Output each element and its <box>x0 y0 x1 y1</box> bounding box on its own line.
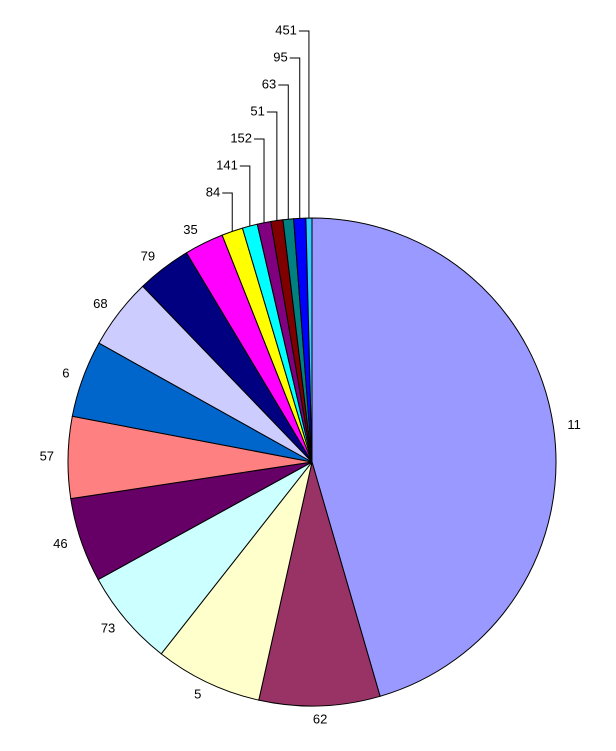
slice-label: 95 <box>273 49 287 64</box>
slice-label: 73 <box>101 620 115 635</box>
pie-slice <box>160 461 313 701</box>
leader-line <box>254 138 265 223</box>
slice-label: 5 <box>194 687 201 702</box>
pie-slice <box>258 461 381 707</box>
leader-line <box>289 57 301 219</box>
leader-line <box>222 192 233 232</box>
slice-label: 152 <box>230 130 252 145</box>
slice-label: 46 <box>53 536 67 551</box>
slice-label: 84 <box>206 184 220 199</box>
slice-label: 35 <box>183 222 197 237</box>
slice-label: 141 <box>216 157 238 172</box>
leader-line <box>266 111 278 221</box>
slice-label: 68 <box>93 296 107 311</box>
pie-slice <box>311 217 557 697</box>
slice-label: 63 <box>262 76 276 91</box>
leader-line <box>278 84 289 220</box>
slice-label: 57 <box>40 449 54 464</box>
leader-line <box>239 165 251 227</box>
slice-label: 79 <box>141 249 155 264</box>
slice-label: 51 <box>250 103 264 118</box>
leader-line <box>298 30 310 219</box>
slice-label: 6 <box>62 365 69 380</box>
slice-label: 62 <box>313 711 327 726</box>
slice-label: 451 <box>275 22 297 37</box>
slice-label: 11 <box>567 417 581 432</box>
